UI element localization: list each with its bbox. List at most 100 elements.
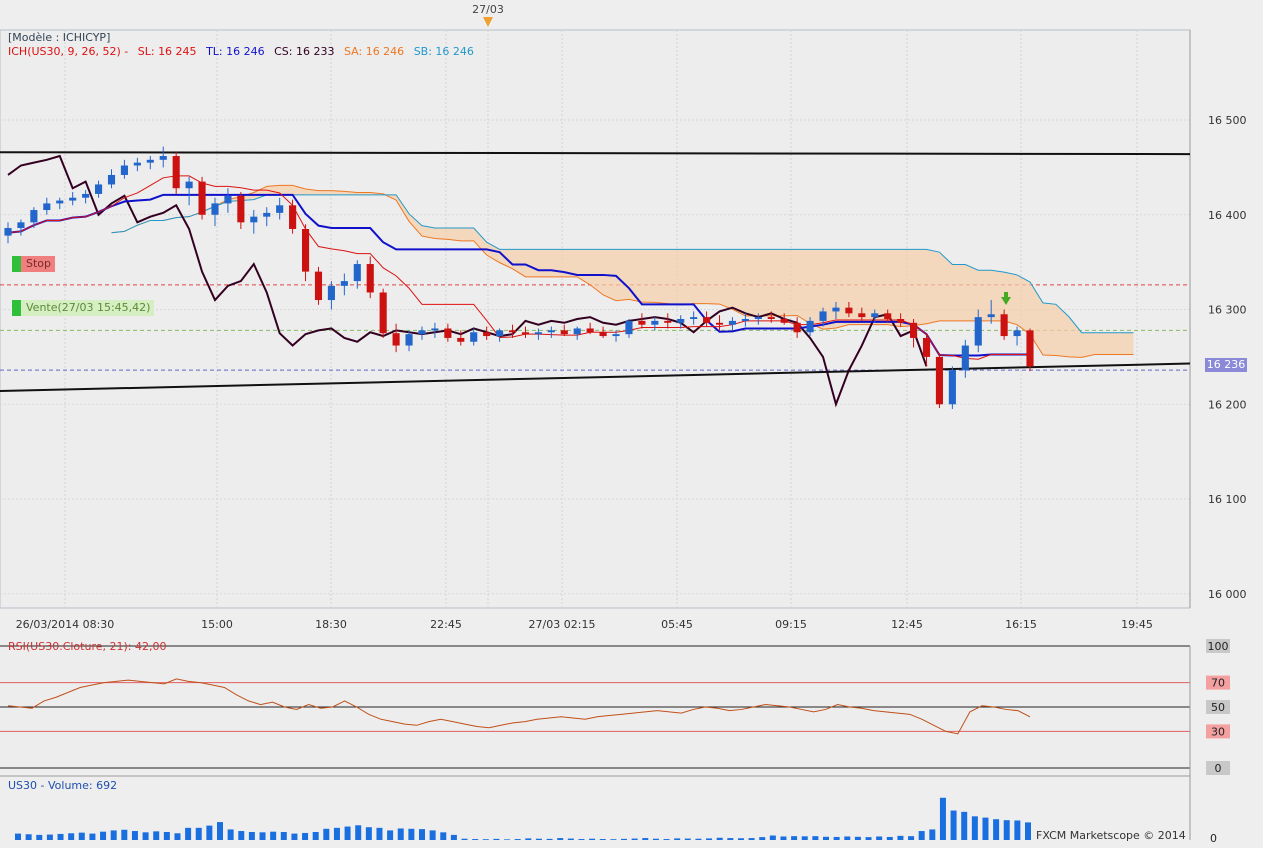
y-tick-label: 16 100 bbox=[1208, 493, 1247, 506]
candle-body bbox=[793, 322, 801, 333]
volume-bar bbox=[57, 833, 64, 840]
y-tick-label: 16 300 bbox=[1208, 304, 1247, 317]
volume-bar bbox=[876, 836, 883, 840]
candle-body bbox=[690, 317, 698, 319]
candle-body bbox=[961, 345, 969, 371]
volume-bar bbox=[642, 838, 649, 840]
volume-bar bbox=[270, 831, 277, 840]
candle-body bbox=[677, 319, 685, 323]
candle-body bbox=[586, 328, 594, 333]
rsi-title: RSI(US30.Cloture, 21): 42,00 bbox=[8, 640, 167, 653]
candle-body bbox=[107, 174, 116, 185]
volume-bar bbox=[971, 816, 978, 840]
volume-bar bbox=[982, 817, 989, 840]
candle-body bbox=[884, 313, 892, 319]
volume-bar bbox=[589, 838, 596, 840]
volume-bar bbox=[312, 832, 319, 840]
volume-bar bbox=[450, 834, 457, 840]
volume-bar bbox=[525, 838, 532, 840]
candle-body bbox=[547, 330, 555, 333]
candle-body bbox=[94, 184, 103, 194]
stop-tag[interactable]: Stop bbox=[12, 256, 56, 272]
candle-body bbox=[457, 337, 465, 342]
volume-bar bbox=[939, 797, 946, 840]
candle-body bbox=[340, 281, 348, 286]
volume-bar bbox=[195, 827, 202, 840]
candle-body bbox=[1000, 314, 1008, 337]
candle-body bbox=[276, 205, 284, 213]
candle-body bbox=[30, 210, 38, 223]
volume-bar bbox=[206, 825, 213, 840]
volume-bar bbox=[727, 838, 734, 840]
candle-body bbox=[625, 320, 633, 335]
volume-bar bbox=[185, 827, 192, 840]
volume-bar bbox=[121, 829, 128, 840]
volume-bar bbox=[68, 833, 75, 840]
candle-body bbox=[289, 205, 297, 229]
volume-bar bbox=[302, 832, 309, 840]
candle-body bbox=[198, 181, 206, 215]
candle-body bbox=[638, 320, 646, 325]
stop-tag-handle[interactable] bbox=[12, 256, 21, 272]
volume-bar bbox=[993, 819, 1000, 840]
candle-body bbox=[534, 332, 542, 335]
candle-body bbox=[483, 332, 491, 337]
volume-bar bbox=[46, 834, 53, 840]
indicator-sa: SA: 16 246 bbox=[343, 45, 405, 58]
candle-body bbox=[573, 328, 581, 335]
candle-body bbox=[327, 285, 335, 301]
volume-bar bbox=[599, 839, 606, 840]
candle-body bbox=[599, 332, 607, 337]
sell-order-tag[interactable]: Vente(27/03 15:45,42) bbox=[12, 300, 155, 316]
candle-body bbox=[897, 319, 905, 323]
candle-body bbox=[741, 319, 749, 321]
volume-bar bbox=[440, 832, 447, 840]
volume-bar bbox=[716, 837, 723, 840]
candle-body bbox=[56, 200, 64, 204]
rsi-tick-label: 70 bbox=[1211, 677, 1225, 690]
volume-bar bbox=[333, 827, 340, 840]
volume-bar bbox=[663, 839, 670, 840]
volume-bar bbox=[280, 832, 287, 840]
volume-bar bbox=[110, 830, 117, 840]
volume-bar bbox=[323, 828, 330, 840]
x-tick-label: 16:15 bbox=[1005, 618, 1037, 631]
volume-bar bbox=[217, 822, 223, 840]
volume-bar bbox=[769, 835, 776, 840]
rsi-tick-bg bbox=[1206, 724, 1230, 739]
indicator-line: ICH(US30, 9, 26, 52) - SL: 16 245 TL: 16… bbox=[8, 45, 480, 59]
date-marker-triangle bbox=[483, 17, 493, 27]
candle-body bbox=[418, 330, 426, 335]
volume-bar bbox=[823, 836, 829, 840]
volume-bar bbox=[706, 838, 713, 840]
volume-bar bbox=[557, 838, 564, 840]
candle-body bbox=[263, 212, 271, 217]
indicator-sb: SB: 16 246 bbox=[413, 45, 474, 58]
volume-bar bbox=[695, 838, 702, 840]
volume-bar bbox=[929, 829, 936, 840]
candle-body bbox=[69, 197, 77, 201]
volume-bar bbox=[387, 830, 394, 840]
volume-bar bbox=[472, 839, 479, 840]
candle-body bbox=[444, 328, 452, 338]
date-marker-label: 27/03 bbox=[472, 3, 504, 16]
volume-bar bbox=[238, 831, 245, 840]
candle-body bbox=[470, 332, 478, 342]
volume-bar bbox=[621, 838, 627, 840]
senkou-span-a-line bbox=[111, 184, 1134, 358]
volume-bar bbox=[854, 836, 861, 840]
volume-bar bbox=[78, 832, 85, 840]
volume-bar bbox=[1003, 820, 1010, 840]
sell-order-tag-handle[interactable] bbox=[12, 300, 21, 316]
volume-bar bbox=[674, 838, 681, 840]
volume-bar bbox=[163, 832, 170, 840]
candle-body bbox=[185, 181, 193, 189]
volume-bar bbox=[365, 827, 372, 840]
candle-body bbox=[935, 356, 944, 405]
candle-body bbox=[715, 322, 724, 325]
volume-bar bbox=[248, 832, 255, 840]
volume-bar bbox=[15, 833, 21, 840]
volume-bar bbox=[376, 827, 383, 840]
